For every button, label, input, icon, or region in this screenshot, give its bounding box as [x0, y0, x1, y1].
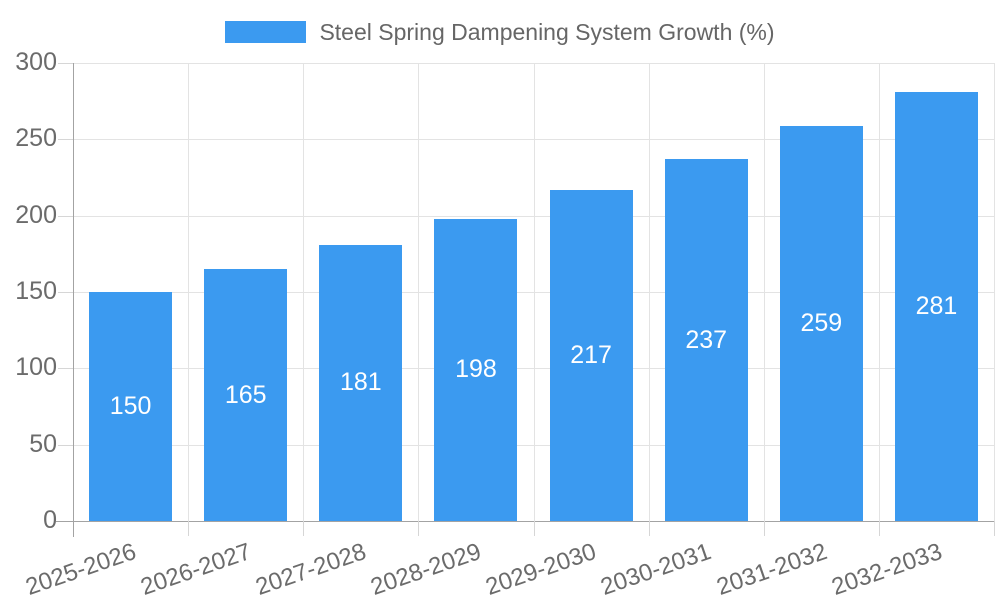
y-tick-label: 150 — [15, 276, 57, 305]
bar: 181 — [319, 244, 403, 521]
bar-value-label: 181 — [339, 368, 382, 397]
x-axis-tick — [648, 521, 650, 536]
y-axis-tick — [58, 63, 73, 64]
y-tick-label: 200 — [15, 200, 57, 229]
bar-value-label: 237 — [685, 325, 728, 354]
bar-value-label: 281 — [915, 292, 958, 320]
y-tick-label: 300 — [15, 47, 57, 76]
y-tick-label: 50 — [29, 429, 57, 458]
v-gridline — [878, 63, 880, 521]
bar: 217 — [549, 189, 633, 521]
v-gridline — [763, 63, 765, 521]
legend-series-label: Steel Spring Dampening System Growth (%) — [319, 18, 775, 45]
v-gridline — [188, 63, 190, 521]
x-axis-tick — [303, 521, 305, 536]
x-axis-tick — [994, 521, 995, 536]
bar-value-label: 259 — [800, 308, 843, 337]
x-axis-tick — [188, 521, 190, 536]
y-axis-tick — [58, 139, 73, 141]
v-gridline — [418, 63, 420, 521]
y-tick-label: 250 — [15, 124, 57, 153]
v-gridline — [994, 63, 995, 521]
bar: 237 — [664, 159, 748, 521]
bar-value-label: 217 — [570, 340, 612, 369]
chart-legend[interactable]: Steel Spring Dampening System Growth (%) — [0, 18, 1000, 45]
y-tick-label: 100 — [15, 353, 57, 382]
bar: 165 — [204, 269, 288, 521]
x-axis-tick-labels: 2025-2026 2026-2027 2027-2028 2028-2029 2029… — [0, 538, 1000, 600]
v-gridline — [303, 63, 305, 521]
plot-area: 150 165 181 198 217 237 259 281 — [73, 63, 995, 521]
bar: 281 — [894, 92, 978, 521]
bar-value-label: 198 — [455, 355, 497, 384]
v-gridline — [648, 63, 650, 521]
x-axis-tick — [418, 521, 420, 536]
y-axis-tick — [58, 292, 73, 293]
x-tick-label: 2027-2028 — [252, 538, 370, 600]
x-axis-tick — [763, 521, 765, 536]
x-tick-label: 2028-2029 — [367, 538, 485, 600]
bar-value-label: 165 — [224, 380, 267, 409]
bar: 150 — [89, 292, 173, 521]
y-tick-label: 0 — [43, 505, 57, 534]
y-axis-tick — [58, 215, 73, 217]
y-axis-tick — [58, 368, 73, 370]
bar-value-label: 150 — [109, 392, 152, 420]
x-tick-label: 2032-2033 — [827, 538, 946, 600]
x-tick-label: 2029-2030 — [482, 538, 600, 600]
x-tick-label: 2030-2031 — [597, 538, 715, 600]
v-gridline — [533, 63, 535, 521]
y-axis-line — [73, 63, 74, 537]
legend-color-swatch — [225, 21, 307, 43]
x-axis-tick — [878, 521, 880, 536]
x-tick-label: 2031-2032 — [712, 538, 831, 600]
y-axis-tick — [58, 444, 73, 446]
bar: 198 — [434, 218, 518, 521]
x-axis-line — [56, 521, 994, 522]
x-tick-label: 2026-2027 — [137, 538, 255, 600]
y-axis-tick-labels: 0 50 100 150 200 250 300 — [0, 48, 57, 534]
bar: 259 — [779, 125, 863, 521]
x-tick-label: 2025-2026 — [22, 538, 140, 600]
x-axis-tick — [533, 521, 535, 536]
